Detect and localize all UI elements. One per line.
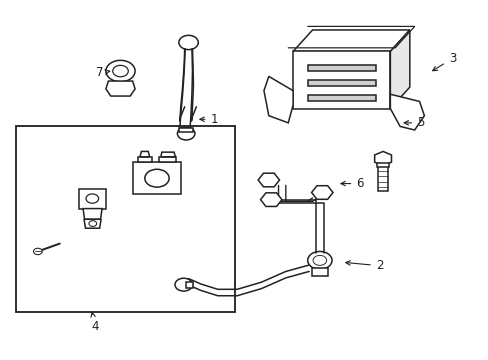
Polygon shape [79, 189, 106, 208]
Polygon shape [264, 76, 292, 123]
Polygon shape [140, 152, 149, 157]
Polygon shape [137, 157, 152, 162]
Bar [16, 126, 234, 312]
Polygon shape [307, 65, 375, 71]
Text: 5: 5 [403, 116, 424, 129]
Polygon shape [376, 163, 388, 167]
Circle shape [175, 278, 192, 291]
Polygon shape [311, 268, 327, 276]
Polygon shape [260, 193, 282, 206]
Polygon shape [292, 30, 409, 51]
Polygon shape [258, 173, 279, 187]
Polygon shape [159, 157, 176, 162]
Text: 4: 4 [91, 312, 99, 333]
Text: 6: 6 [340, 177, 363, 190]
Circle shape [312, 255, 326, 265]
Text: 2: 2 [345, 259, 383, 272]
Polygon shape [307, 80, 375, 86]
Polygon shape [106, 81, 135, 96]
Polygon shape [311, 186, 332, 199]
Polygon shape [84, 219, 101, 228]
Polygon shape [292, 51, 389, 109]
Circle shape [144, 169, 169, 187]
Polygon shape [179, 128, 193, 132]
Polygon shape [389, 94, 424, 130]
Text: 7: 7 [96, 66, 109, 79]
Polygon shape [377, 158, 387, 191]
Circle shape [307, 251, 331, 269]
Polygon shape [374, 152, 391, 166]
Polygon shape [132, 162, 181, 194]
Text: 1: 1 [200, 113, 218, 126]
Circle shape [86, 194, 99, 203]
Circle shape [179, 35, 198, 50]
Polygon shape [186, 282, 193, 288]
Circle shape [89, 221, 97, 226]
Polygon shape [307, 95, 375, 102]
Circle shape [106, 60, 135, 82]
Polygon shape [161, 152, 175, 157]
Circle shape [33, 248, 42, 255]
Circle shape [113, 65, 128, 77]
Circle shape [177, 127, 195, 140]
Polygon shape [83, 208, 102, 219]
Text: 3: 3 [432, 52, 455, 71]
Polygon shape [389, 30, 409, 109]
